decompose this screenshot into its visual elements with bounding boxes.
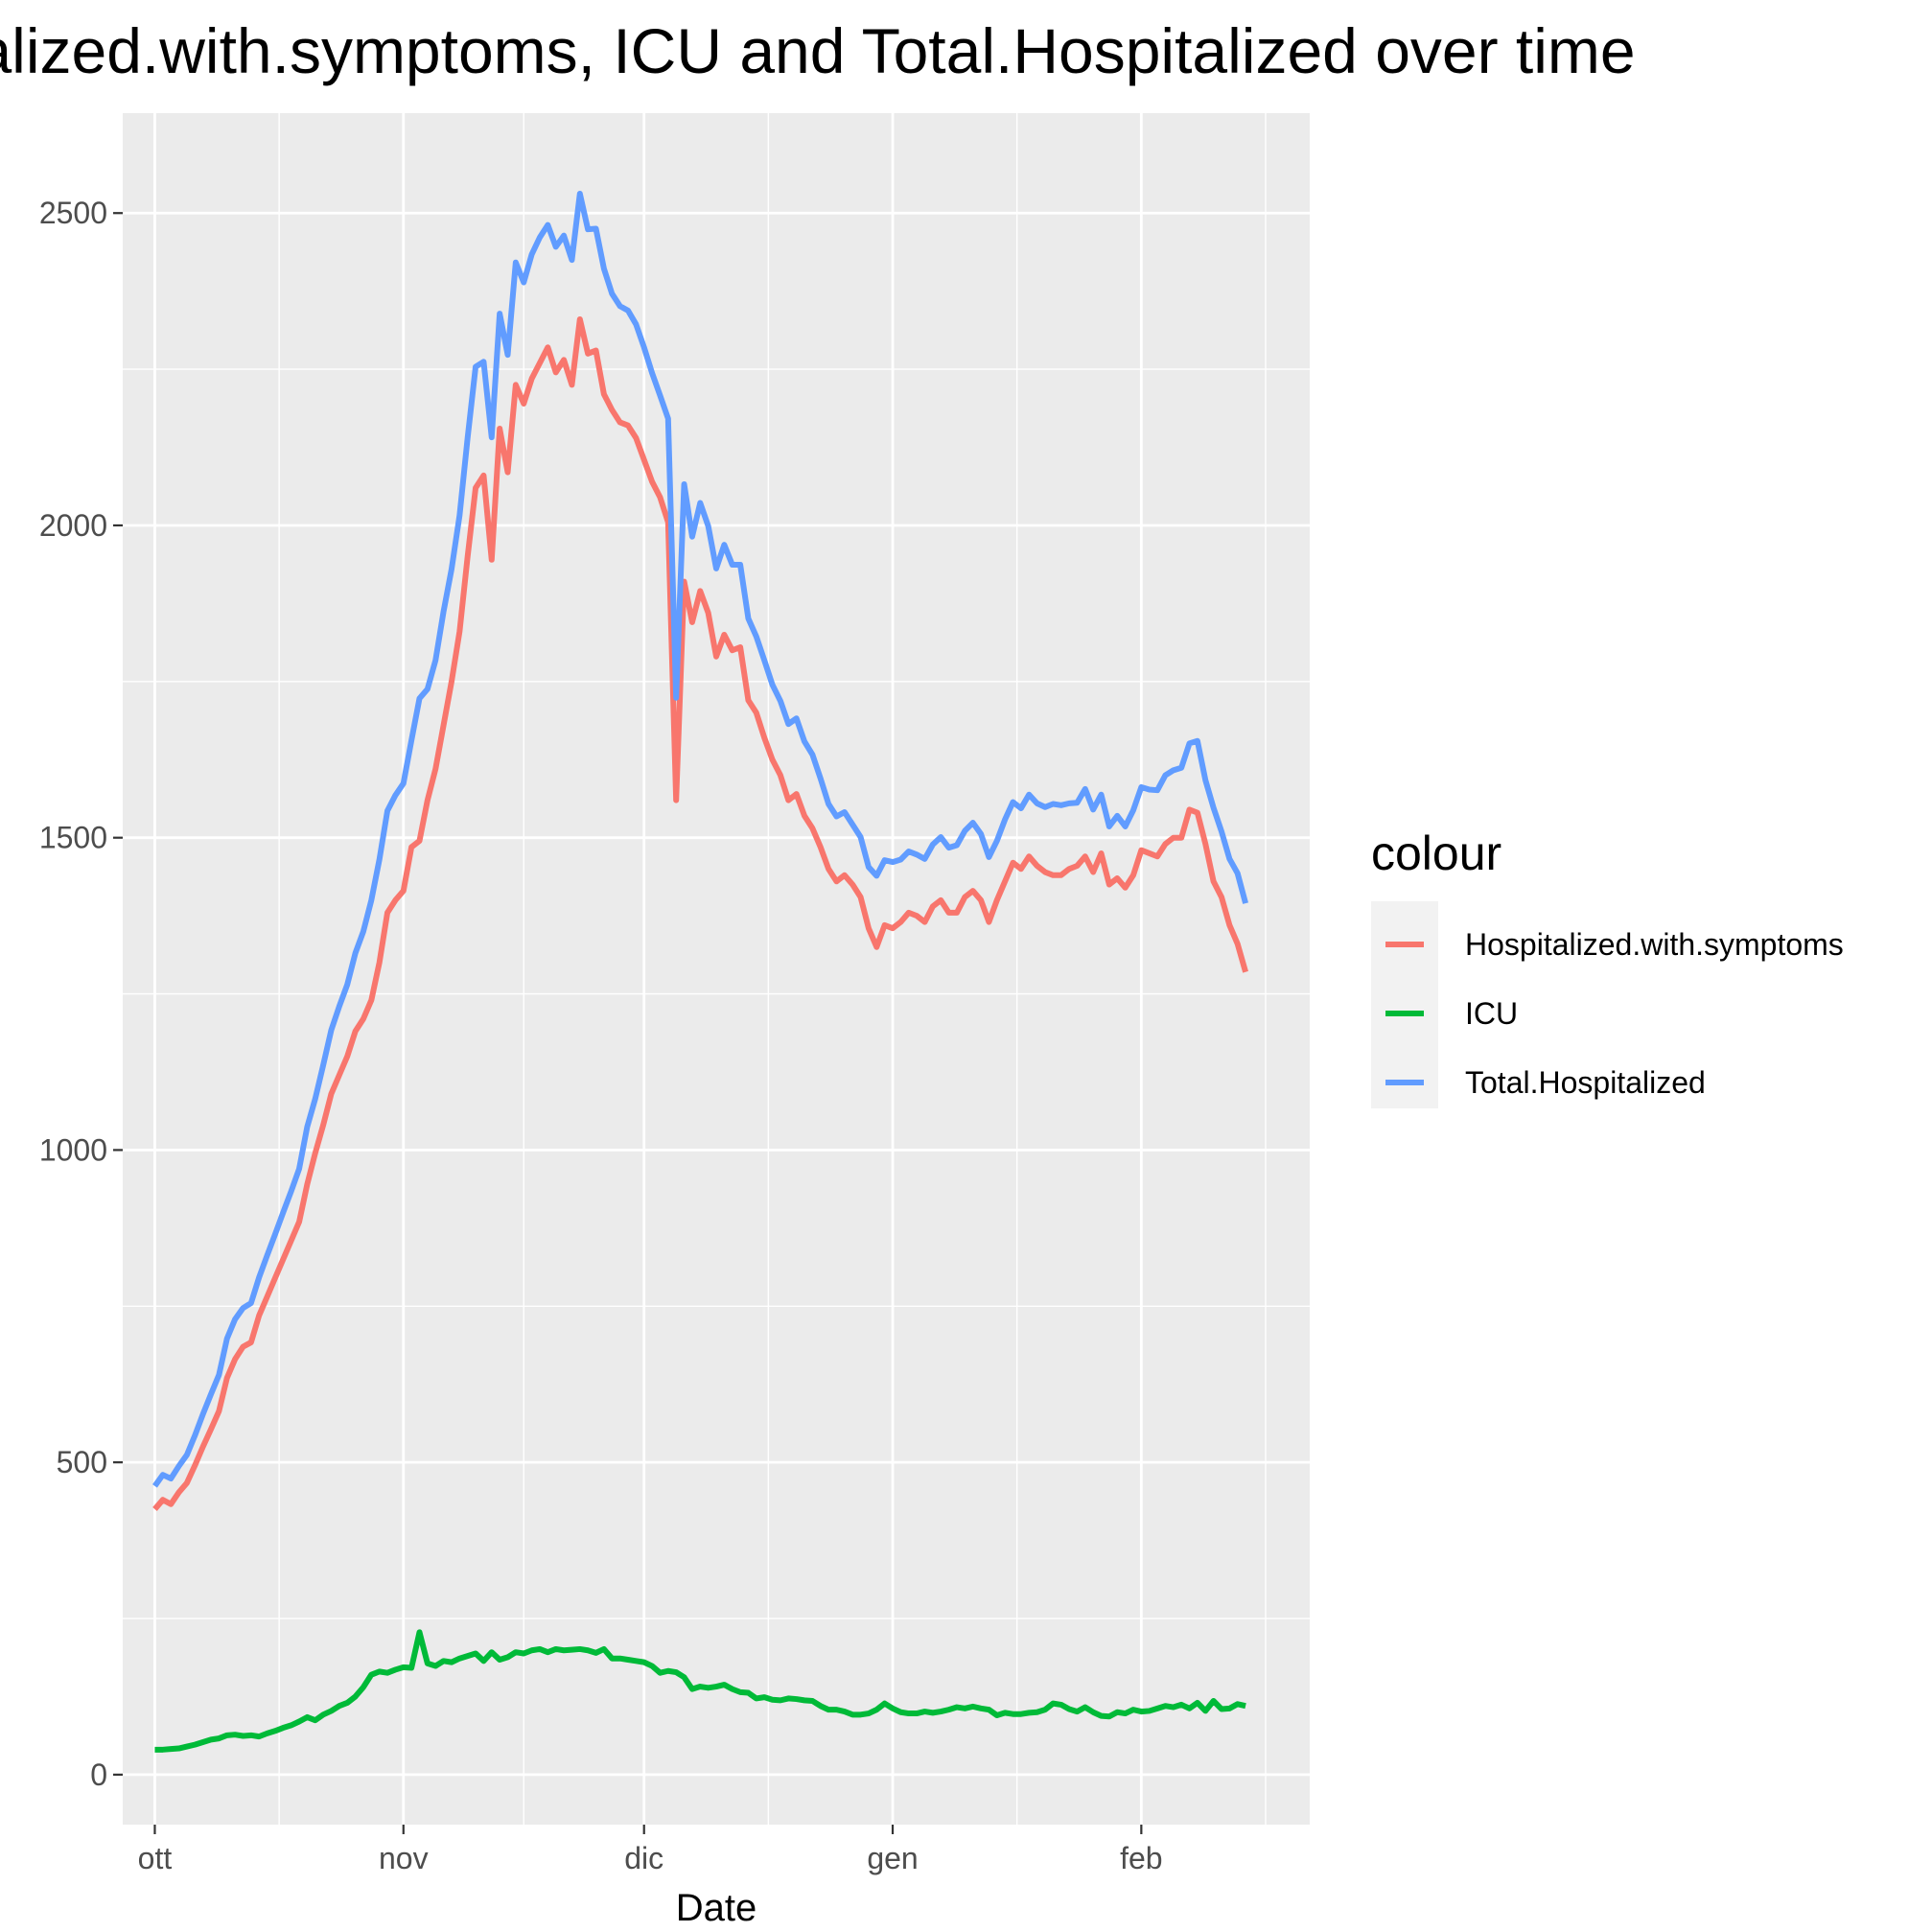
minor-gridlines bbox=[123, 113, 1310, 1825]
legend-items: Hospitalized.with.symptoms ICU Total.Hospi… bbox=[1385, 927, 1844, 1100]
legend-item: ICU bbox=[1385, 996, 1518, 1031]
x-tick-label: feb bbox=[1120, 1841, 1162, 1875]
x-axis: ott nov dic gen feb bbox=[138, 1825, 1163, 1875]
y-tick-label: 2500 bbox=[39, 196, 107, 230]
legend-item: Total.Hospitalized bbox=[1385, 1065, 1706, 1100]
legend-label: Hospitalized.with.symptoms bbox=[1465, 927, 1844, 962]
x-tick-label: ott bbox=[138, 1841, 173, 1875]
legend-title: colour bbox=[1371, 826, 1501, 880]
y-tick-label: 0 bbox=[90, 1757, 107, 1792]
plot-panel bbox=[123, 113, 1310, 1825]
series-line bbox=[154, 1629, 1246, 1753]
y-tick-label: 2000 bbox=[39, 508, 107, 543]
x-tick-label: nov bbox=[379, 1841, 429, 1875]
legend: colour Hospitalized.with.symptoms ICU Tota… bbox=[1371, 826, 1844, 1108]
legend-keys-background bbox=[1371, 901, 1438, 1108]
series-line bbox=[152, 315, 1248, 1511]
major-gridlines bbox=[123, 113, 1310, 1825]
series-lines bbox=[152, 191, 1248, 1753]
y-tick-label: 1500 bbox=[39, 821, 107, 855]
chart-title: Hospitalized.with.symptoms, ICU and Tota… bbox=[0, 15, 1636, 86]
legend-label: ICU bbox=[1465, 996, 1518, 1031]
series-line bbox=[152, 191, 1248, 1488]
y-tick-label: 1000 bbox=[39, 1132, 107, 1167]
x-axis-title: Date bbox=[676, 1887, 757, 1929]
legend-label: Total.Hospitalized bbox=[1465, 1065, 1706, 1100]
x-tick-label: dic bbox=[624, 1841, 663, 1875]
legend-item: Hospitalized.with.symptoms bbox=[1385, 927, 1844, 962]
y-axis: 0 500 1000 1500 2000 2500 bbox=[39, 196, 123, 1792]
y-tick-label: 500 bbox=[57, 1445, 107, 1479]
x-tick-label: gen bbox=[867, 1841, 918, 1875]
